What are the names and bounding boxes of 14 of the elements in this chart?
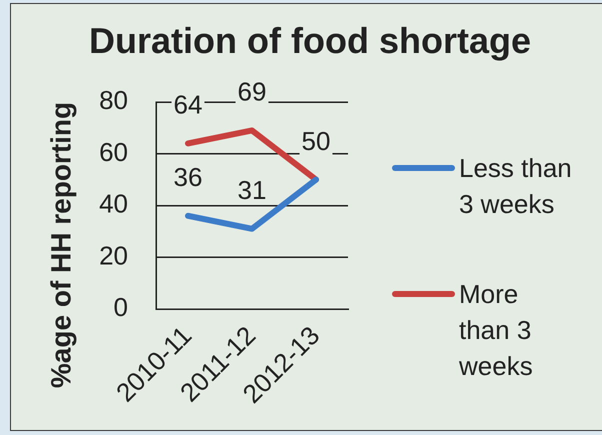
y-tick-label: 20 <box>99 240 128 270</box>
legend-label: Less than 3 weeks <box>459 152 573 221</box>
y-tick-label: 60 <box>99 136 128 167</box>
chart-title: Duration of food shortage <box>89 20 531 61</box>
legend-label: More than 3 weeks <box>459 278 534 383</box>
y-axis-title: %age of HH reporting <box>46 102 77 388</box>
y-tick-label: 40 <box>99 188 128 219</box>
data-label: 50 <box>302 126 330 156</box>
y-tick-label: 0 <box>114 292 128 322</box>
data-label: 31 <box>238 174 266 205</box>
y-tick-label: 80 <box>99 85 128 116</box>
data-label: 64 <box>174 90 202 120</box>
data-label: 36 <box>174 162 202 192</box>
data-label: 69 <box>238 76 266 107</box>
